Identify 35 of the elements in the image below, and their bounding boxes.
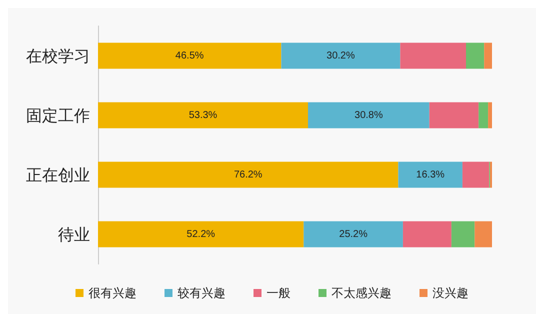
bar [466, 42, 484, 69]
y-tick-label: 正在创业 [26, 165, 90, 184]
bar [98, 102, 308, 128]
bar [400, 42, 466, 69]
bar [281, 42, 400, 69]
bar [429, 102, 479, 128]
data-label: 25.2% [339, 228, 368, 240]
bar [484, 42, 492, 69]
legend-label: 较有兴趣 [178, 286, 226, 300]
data-label: 30.8% [354, 110, 383, 121]
legend-label: 不太感兴趣 [332, 286, 392, 300]
bar [474, 221, 492, 248]
y-tick-label: 固定工作 [26, 106, 90, 125]
bar [98, 162, 398, 188]
bar [451, 221, 475, 248]
legend-label: 一般 [266, 286, 290, 300]
data-label: 16.3% [416, 169, 445, 180]
bar [478, 102, 488, 128]
bar [398, 162, 462, 188]
data-label: 53.3% [188, 110, 218, 121]
data-label: 52.2% [186, 228, 216, 240]
bar [402, 221, 452, 248]
data-label: 30.2% [326, 50, 355, 62]
bar [462, 162, 490, 188]
data-label: 46.5% [175, 50, 204, 62]
bar [98, 221, 304, 248]
y-tick-label: 待业 [58, 224, 90, 244]
legend-label: 很有兴趣 [88, 286, 136, 300]
y-tick-label: 在校学习 [26, 46, 90, 66]
bar [98, 42, 282, 69]
data-label: 76.2% [234, 169, 262, 180]
legend-label: 没兴趣 [432, 286, 468, 300]
bar [488, 102, 492, 128]
bar [308, 102, 430, 128]
bar [304, 221, 403, 248]
